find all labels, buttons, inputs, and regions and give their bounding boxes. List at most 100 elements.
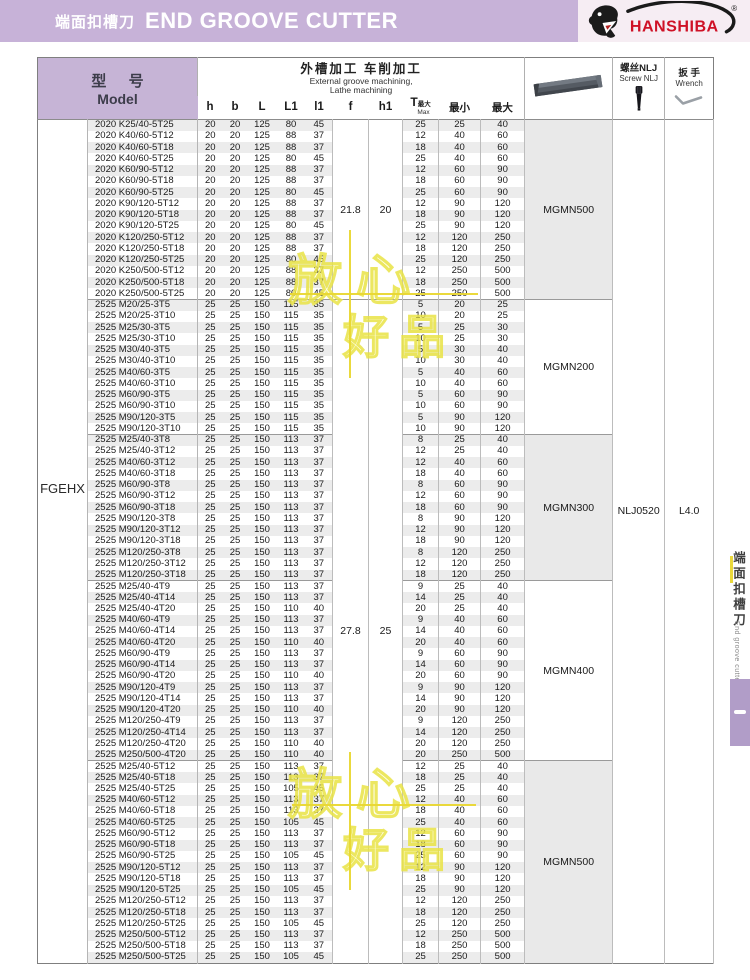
cell-model: 2525 M250/500-5T12 (86, 929, 199, 941)
cell-model: 2020 K25/40-5T25 (86, 119, 199, 131)
cell-l1: 37 (305, 760, 333, 772)
cell-l1: 40 (313, 637, 325, 648)
cell-L1: 113 (283, 524, 299, 536)
cell-b: 25 (229, 704, 241, 716)
cell-L: 150 (254, 333, 270, 344)
col-header-max: 最大 (480, 95, 525, 120)
cell-model: 2525 M120/250-3T8 (86, 547, 199, 559)
cell-max: 60 (480, 142, 526, 154)
cell-T: 25 (402, 187, 440, 199)
cell-l1: 37 (313, 457, 325, 468)
cell-model: 2525 M40/60-3T12 (86, 457, 199, 469)
cell-h: 20 (204, 209, 216, 221)
cell-b: 25 (229, 490, 241, 502)
cell-L1: 110 (283, 749, 299, 760)
cell-L1: 113 (283, 479, 299, 491)
cell-model: 2020 K120/250-5T18 (86, 243, 199, 255)
table-row: 2525 M60/90-3T12 25 25 150 113 37 12 60 90 (38, 490, 714, 502)
cell-T: 8 (402, 479, 440, 491)
title-bar: 端面扣槽刀 END GROOVE CUTTER (0, 0, 578, 42)
cell-L: 125 (254, 254, 270, 266)
cell-h: 25 (204, 907, 216, 918)
cell-model: 2525 M40/60-3T18 (86, 468, 199, 480)
cell-b: 20 (229, 220, 241, 232)
cell-l1: 37 (313, 490, 325, 502)
col-header-min: 最小 (438, 95, 481, 120)
cell-min: 90 (438, 682, 482, 694)
cell-model: 2525 M250/500-5T25 (86, 952, 199, 964)
cell-model: 2525 M60/90-5T12 (86, 828, 199, 840)
cell-T: 12 (402, 524, 440, 536)
cell-T: 5 (402, 298, 440, 311)
cell-b: 25 (229, 873, 241, 884)
cell-l1: 35 (313, 423, 325, 434)
cell-L1: 115 (283, 333, 299, 344)
cell-T: 20 (402, 637, 440, 649)
cell-h: 20 (204, 164, 216, 176)
cell-L1: 113 (283, 535, 299, 547)
cell-max: 90 (480, 850, 526, 862)
cell-max: 250 (480, 918, 526, 930)
model-header-zh: 型 号 (91, 73, 153, 90)
cell-min: 25 (438, 772, 482, 784)
cell-h: 25 (204, 693, 216, 704)
cell-min: 120 (438, 254, 482, 266)
cell-L1: 115 (283, 412, 299, 423)
cell-L: 125 (254, 175, 270, 187)
cell-L1: 105 (283, 817, 299, 828)
cell-L: 150 (254, 884, 270, 896)
cell-l1: 35 (313, 389, 325, 401)
cell-L1: 113 (283, 907, 299, 918)
cell-h: 25 (204, 805, 216, 817)
cell-model: 2525 M25/30-3T5 (86, 322, 199, 334)
cell-L: 150 (254, 839, 270, 851)
cell-model: 2525 M120/250-5T25 (86, 918, 199, 930)
cell-L1: 113 (283, 502, 299, 513)
cell-L1: 80 (285, 220, 297, 232)
cell-model: 2020 K40/60-5T12 (86, 130, 199, 142)
table-row: 2525 M25/40-5T25 25 25 150 105 45 25 25 40 (38, 783, 714, 795)
cell-model: 2525 M120/250-3T12 (86, 558, 199, 570)
cell-L: 125 (254, 119, 270, 131)
cell-T: 14 (402, 625, 440, 637)
cell-T: 9 (402, 682, 440, 694)
cell-L1: 113 (283, 468, 299, 479)
cell-max: 40 (480, 580, 526, 592)
cell-L1: 115 (283, 367, 299, 378)
table-row: 2525 M40/60-4T14 25 25 150 113 37 14 40 60 (38, 625, 714, 637)
cell-b: 25 (229, 918, 241, 929)
table-row: 2525 M120/250-5T12 25 25 150 113 37 12 120 250 (38, 895, 714, 907)
cell-T: 9 (402, 648, 440, 660)
cell-h: 20 (204, 288, 216, 299)
cell-L: 125 (254, 220, 270, 232)
cell-L1: 110 (283, 704, 299, 716)
table-row: 2525 M25/40-4T9 25 25 150 113 37 9 25 40 MGMN400 (38, 580, 714, 761)
cell-min: 40 (438, 468, 482, 480)
cell-min: 90 (438, 884, 482, 896)
cell-max: 90 (480, 389, 526, 401)
cell-max: 90 (480, 164, 526, 176)
cell-b: 25 (222, 580, 248, 592)
cell-max: 250 (480, 569, 526, 581)
cell-T: 12 (402, 895, 440, 907)
cell-b: 25 (229, 592, 241, 603)
cell-b: 25 (229, 828, 241, 839)
cell-b: 25 (229, 310, 241, 322)
cell-T: 12 (402, 490, 440, 502)
cell-model: 2525 M60/90-5T18 (86, 839, 199, 851)
cell-l1: 37 (313, 209, 325, 221)
cell-h: 25 (204, 873, 216, 884)
cell-L: 150 (254, 659, 270, 671)
cell-b: 25 (229, 535, 241, 547)
cell-L: 150 (254, 648, 270, 659)
cell-l1: 35 (313, 333, 325, 344)
cell-max: 500 (480, 929, 526, 941)
cell-L1: 80 (285, 187, 297, 198)
cell-b: 25 (229, 614, 241, 626)
cell-min: 30 (438, 344, 482, 356)
cell-b: 25 (229, 502, 241, 513)
cell-L: 150 (254, 873, 270, 884)
cell-L1: 113 (283, 839, 299, 851)
cell-L1: 113 (283, 794, 299, 806)
cell-h: 25 (204, 637, 216, 648)
